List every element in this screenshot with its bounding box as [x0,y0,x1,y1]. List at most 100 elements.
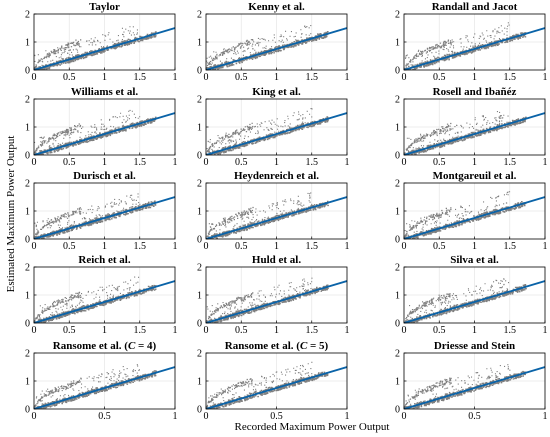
x-tick-label: 1 [472,241,477,252]
y-tick-label: 1 [25,207,30,218]
fit-line [404,27,545,70]
y-tick-label: 2 [197,349,202,360]
x-tick-label: 1 [173,157,178,168]
panel-title: Huld et al. [252,254,301,266]
x-tick-label: 1 [173,241,178,252]
fit-line [34,27,175,70]
y-tick-label: 2 [395,349,400,360]
panel-title-part: Ransome et al. ( [225,340,300,352]
x-tick-label: 0.5 [63,72,76,83]
scatter-points [34,276,157,323]
panel-5: 0 0.5 1 1.5 1 0 1 2 King et al. [197,86,350,168]
y-tick-label: 2 [25,263,30,274]
fit-line [206,27,347,70]
y-tick-label: 2 [197,263,202,274]
fit-line [206,366,347,409]
panel-13: 0 0.5 1 0 1 2 Ransome et al. (C = 4) [25,340,178,422]
y-tick-label: 2 [25,10,30,21]
x-tick-label: 1.5 [134,241,147,252]
x-tick-label: 1 [274,241,279,252]
panel-12: 0 0.5 1 1.5 1 0 1 2 Silva et al. [395,254,548,336]
panel-15: 0 0.5 1 0 1 2 Driesse and Stein [395,340,548,422]
x-tick-label: 1 [102,325,107,336]
x-tick-label: 1 [274,157,279,168]
x-tick-label: 0.5 [98,411,111,422]
panel-title: Randall and Jacot [432,1,518,13]
x-tick-label: 1 [543,72,548,83]
x-tick-label: 1 [543,241,548,252]
x-tick-label: 1 [543,325,548,336]
y-tick-label: 2 [197,179,202,190]
y-tick-label: 2 [395,10,400,21]
y-tick-label: 0 [25,319,30,330]
y-tick-label: 1 [25,38,30,49]
x-tick-label: 0.5 [433,325,446,336]
x-tick-label: 0 [204,241,209,252]
panel-title-part: Taylor [89,1,120,13]
x-tick-label: 0 [204,72,209,83]
y-tick-label: 0 [395,405,400,416]
x-tick-label: 0 [402,72,407,83]
x-tick-label: 0 [204,325,209,336]
y-tick-label: 0 [197,66,202,77]
panel-title-part: C [300,340,308,352]
x-tick-label: 1 [345,325,350,336]
panel-title-part: Williams et al. [71,86,139,98]
fit-line [404,112,545,155]
x-tick-label: 1 [102,241,107,252]
y-tick-label: 2 [395,95,400,106]
fit-line [206,196,347,239]
panel-title-part: Rosell and Ibañéz [433,86,517,98]
x-tick-label: 1.5 [134,72,147,83]
fit-line [404,366,545,409]
panel-title: Heydenreich et al. [234,170,319,182]
panel-title: Ransome et al. (C = 4) [53,340,157,352]
x-tick-label: 0 [402,157,407,168]
x-tick-label: 1 [472,72,477,83]
x-tick-label: 1.5 [306,325,319,336]
fit-line [206,112,347,155]
x-tick-label: 0.5 [235,157,248,168]
panel-title-part: Kenny et al. [248,1,305,13]
panels: 0 0.5 1 1.5 1 0 1 2 Taylor 0 0.5 1 1.5 1 0 1 2 Kenny et a… [25,1,548,422]
x-tick-label: 1 [274,72,279,83]
scatter-point [404,22,527,70]
panel-title-part: = 4) [135,340,156,352]
x-tick-label: 1.5 [134,157,147,168]
scatter-points [404,22,527,70]
scatter-points [206,192,329,239]
panel-1: 0 0.5 1 1.5 1 0 1 2 Taylor [25,1,178,83]
x-tick-label: 1.5 [134,325,147,336]
panel-title: Driesse and Stein [434,340,515,352]
scatter-point [404,364,527,409]
panel-6: 0 0.5 1 1.5 1 0 1 2 Rosell and Ibañéz [395,86,548,168]
panel-11: 0 0.5 1 1.5 1 0 1 2 Huld et al. [197,254,350,336]
x-tick-label: 1 [472,157,477,168]
x-tick-label: 0.5 [433,72,446,83]
y-tick-label: 1 [197,291,202,302]
panel-title-part: Reich et al. [78,254,130,266]
panel-title: King et al. [252,86,301,98]
x-tick-label: 0.5 [433,157,446,168]
y-tick-label: 1 [25,291,30,302]
x-tick-label: 1 [173,325,178,336]
panel-title: Reich et al. [78,254,130,266]
y-tick-label: 0 [25,151,30,162]
panel-4: 0 0.5 1 1.5 1 0 1 2 Williams et al. [25,86,178,168]
fit-line [34,366,175,409]
panel-3: 0 0.5 1 1.5 1 0 1 2 Randall and Jacot [395,1,548,83]
panel-title-part: C [128,340,136,352]
y-tick-label: 1 [395,207,400,218]
y-tick-label: 0 [395,151,400,162]
panel-title: Taylor [89,1,120,13]
panel-title-part: Ransome et al. ( [53,340,128,352]
y-tick-label: 0 [395,319,400,330]
scatter-points [34,364,157,409]
x-tick-label: 0.5 [63,241,76,252]
x-tick-label: 1 [274,325,279,336]
x-tick-label: 0 [402,325,407,336]
x-tick-label: 0.5 [270,411,283,422]
panel-10: 0 0.5 1 1.5 1 0 1 2 Reich et al. [25,254,178,336]
scatter-point [206,108,329,155]
scatter-point [404,191,527,239]
